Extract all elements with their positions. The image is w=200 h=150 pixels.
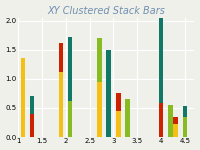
Bar bbox=[106, 50, 111, 137]
Bar bbox=[30, 96, 34, 114]
Bar bbox=[116, 93, 121, 111]
Bar bbox=[59, 72, 63, 137]
Bar bbox=[183, 106, 187, 117]
Bar bbox=[68, 37, 72, 101]
Bar bbox=[116, 111, 121, 137]
Title: XY Clustered Stack Bars: XY Clustered Stack Bars bbox=[47, 6, 165, 16]
Bar bbox=[173, 124, 178, 137]
Bar bbox=[97, 82, 102, 137]
Bar bbox=[168, 105, 173, 137]
Bar bbox=[21, 58, 25, 137]
Bar bbox=[68, 101, 72, 137]
Bar bbox=[125, 99, 130, 137]
Bar bbox=[159, 15, 163, 103]
Bar bbox=[159, 103, 163, 137]
Bar bbox=[97, 38, 102, 82]
Bar bbox=[30, 114, 34, 137]
Bar bbox=[173, 117, 178, 124]
Bar bbox=[59, 43, 63, 72]
Bar bbox=[183, 117, 187, 137]
